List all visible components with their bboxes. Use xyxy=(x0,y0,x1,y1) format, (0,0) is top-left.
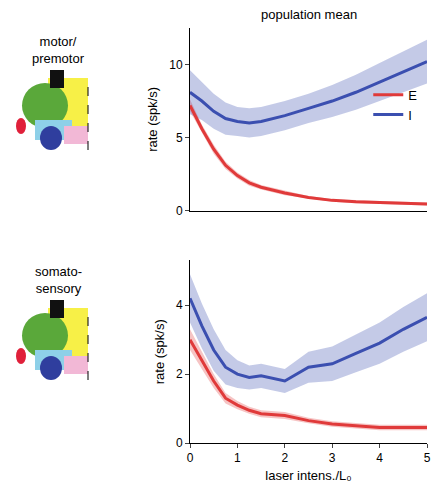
svg-text:I: I xyxy=(408,108,412,123)
svg-text:5: 5 xyxy=(176,131,183,145)
svg-text:4: 4 xyxy=(176,298,183,312)
svg-text:rate (spk/s): rate (spk/s) xyxy=(152,319,167,384)
svg-text:2: 2 xyxy=(281,451,288,465)
svg-text:2: 2 xyxy=(176,367,183,381)
svg-text:rate (spk/s): rate (spk/s) xyxy=(145,87,160,152)
svg-text:0: 0 xyxy=(176,204,183,218)
svg-text:5: 5 xyxy=(424,451,431,465)
svg-text:1: 1 xyxy=(234,451,241,465)
svg-text:laser intens./L₀: laser intens./L₀ xyxy=(265,468,351,483)
svg-text:E: E xyxy=(408,88,417,103)
svg-text:population mean: population mean xyxy=(261,7,357,22)
svg-text:0: 0 xyxy=(187,451,194,465)
svg-text:somato-sensory: somato-sensory xyxy=(35,264,82,296)
svg-text:0: 0 xyxy=(176,436,183,450)
svg-text:4: 4 xyxy=(376,451,383,465)
svg-text:3: 3 xyxy=(329,451,336,465)
svg-text:motor/premotor: motor/premotor xyxy=(32,34,85,66)
svg-text:10: 10 xyxy=(169,58,183,72)
